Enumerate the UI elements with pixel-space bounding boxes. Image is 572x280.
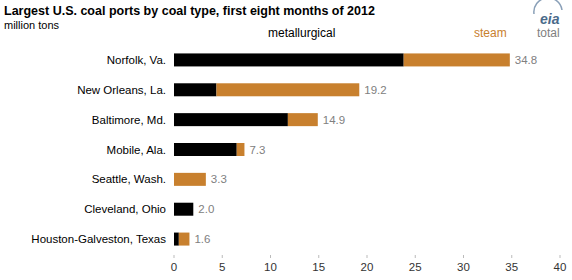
- total-label: 14.9: [323, 114, 345, 126]
- category-label: New Orleans, La.: [77, 84, 166, 96]
- x-tick-label: 20: [361, 261, 374, 273]
- total-label: 34.8: [515, 54, 537, 66]
- title: Largest U.S. coal ports by coal type, fi…: [4, 4, 375, 18]
- bar-segment: [174, 173, 206, 186]
- total-label: 7.3: [249, 144, 265, 156]
- x-tick-label: 10: [264, 261, 277, 273]
- category-label: Cleveland, Ohio: [84, 203, 166, 215]
- bar-segment: [179, 233, 190, 246]
- x-tick-label: 0: [171, 261, 177, 273]
- x-tick-label: 35: [505, 261, 518, 273]
- x-tick: [318, 255, 319, 258]
- x-tick: [415, 255, 416, 258]
- bar-segment: [174, 113, 288, 126]
- total-label: 1.6: [194, 233, 210, 245]
- category-label: Baltimore, Md.: [92, 114, 166, 126]
- logo: eia: [534, 0, 562, 27]
- bar-segment: [237, 143, 245, 156]
- x-tick-label: 15: [312, 261, 325, 273]
- legend: metallurgical steam total: [268, 26, 560, 40]
- bar-segment: [174, 233, 179, 246]
- x-tick-label: 5: [219, 261, 225, 273]
- total-label: 3.3: [211, 173, 227, 185]
- x-tick: [463, 255, 464, 258]
- bar-segment: [174, 203, 193, 216]
- bar-segment: [288, 113, 318, 126]
- bar-segment: [174, 53, 404, 66]
- total-label: 2.0: [198, 203, 214, 215]
- x-tick: [270, 255, 271, 258]
- x-tick-label: 30: [457, 261, 470, 273]
- x-tick: [367, 255, 368, 258]
- category-label: Mobile, Ala.: [107, 144, 166, 156]
- category-label: Norfolk, Va.: [107, 54, 166, 66]
- x-tick: [222, 255, 223, 258]
- bars: [174, 53, 510, 245]
- legend-entry: metallurgical: [268, 26, 335, 40]
- bar-segment: [404, 53, 510, 66]
- total-label: 19.2: [364, 84, 386, 96]
- x-tick: [511, 255, 512, 258]
- bar-segment: [193, 203, 194, 216]
- category-label: Houston-Galveston, Texas: [31, 233, 166, 245]
- x-axis: 0 5 10 15 20 25 30 35 40: [171, 255, 567, 273]
- chart: Largest U.S. coal ports by coal type, fi…: [0, 0, 572, 280]
- x-tick-label: 25: [409, 261, 422, 273]
- category-label: Seattle, Wash.: [92, 173, 166, 185]
- bar-segment: [174, 143, 237, 156]
- x-tick-label: 40: [554, 261, 567, 273]
- bar-segment: [174, 83, 216, 96]
- logo-text: eia: [540, 11, 560, 27]
- legend-entry: steam: [474, 26, 507, 40]
- x-tick: [174, 255, 175, 258]
- x-tick: [560, 255, 561, 258]
- bar-segment: [216, 83, 359, 96]
- subtitle: million tons: [4, 19, 60, 31]
- legend-entry: total: [537, 26, 560, 40]
